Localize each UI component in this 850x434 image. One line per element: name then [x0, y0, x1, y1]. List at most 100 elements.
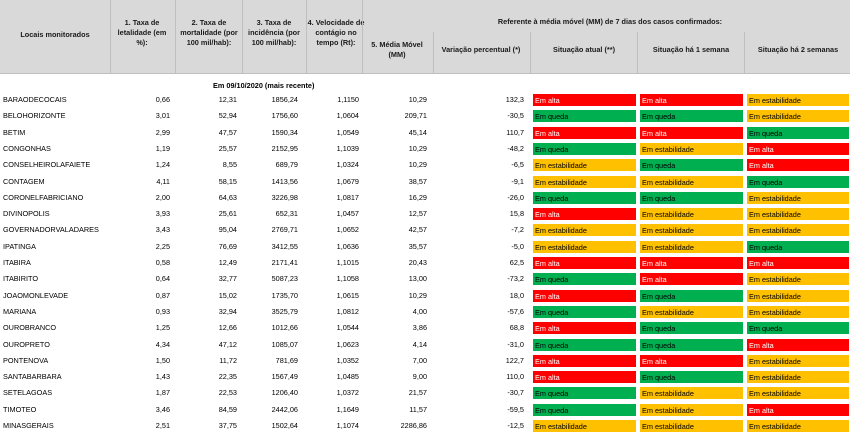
- cell-rt: 1,1058: [336, 274, 359, 284]
- cell-local: OUROPRETO: [3, 339, 50, 349]
- cell-letalidade: 3,46: [155, 404, 170, 414]
- cell-letalidade: 2,00: [155, 192, 170, 202]
- cell-situacao-2-semanas: Em queda: [746, 125, 850, 140]
- cell-incidencia: 5087,23: [271, 274, 298, 284]
- date-subtitle: Em 09/10/2020 (mais recente): [213, 81, 315, 90]
- cell-situacao-1-semana: Em queda: [639, 158, 744, 173]
- table-row: SANTABARBARA 1,43 22,35 1567,49 1,0485 9,00 11…: [0, 369, 850, 385]
- header-media-movel: 5. Média Móvel (MM): [371, 40, 423, 59]
- cell-variacao: -48,2: [507, 143, 524, 153]
- cell-incidencia: 652,31: [275, 209, 298, 219]
- table-row: MINASGERAIS 2,51 37,75 1502,64 1,1074 2286,86…: [0, 418, 850, 434]
- cell-media-movel: 7,00: [412, 355, 427, 365]
- cell-situacao-atual: Em estabilidade: [532, 223, 637, 238]
- cell-media-movel: 38,57: [408, 176, 427, 186]
- cell-media-movel: 13,00: [408, 274, 427, 284]
- table-row: DIVINOPOLIS 3,93 25,61 652,31 1,0457 12,57 15,…: [0, 206, 850, 222]
- cell-incidencia: 689,79: [275, 160, 298, 170]
- cell-letalidade: 2,25: [155, 241, 170, 251]
- cell-local: GOVERNADORVALADARES: [3, 225, 99, 235]
- cell-variacao: 132,3: [505, 95, 524, 104]
- table-row: CONGONHAS 1,19 25,57 2152,95 1,1039 10,29 -48,…: [0, 141, 850, 157]
- cell-situacao-atual: Em alta: [532, 93, 637, 107]
- cell-local: ITABIRITO: [3, 274, 39, 284]
- cell-local: SETELAGOAS: [3, 388, 53, 398]
- cell-incidencia: 1735,70: [271, 290, 298, 300]
- cell-mortalidade: 12,66: [218, 323, 237, 333]
- cell-incidencia: 1413,56: [271, 176, 298, 186]
- cell-situacao-1-semana: Em queda: [639, 190, 744, 205]
- cell-media-movel: 42,57: [408, 225, 427, 235]
- cell-media-movel: 12,57: [408, 209, 427, 219]
- cell-mortalidade: 47,12: [218, 339, 237, 349]
- header-situacao-2-semanas: Situação há 2 semanas: [757, 45, 839, 54]
- cell-letalidade: 1,87: [155, 388, 170, 398]
- cell-media-movel: 4,00: [412, 306, 427, 316]
- cell-situacao-1-semana: Em alta: [639, 272, 744, 287]
- table-row: IPATINGA 2,25 76,69 3412,55 1,0636 35,57 -5,0 E…: [0, 239, 850, 255]
- cell-local: MINASGERAIS: [3, 421, 54, 430]
- cell-variacao: 110,0: [506, 372, 524, 382]
- cell-situacao-1-semana: Em queda: [639, 109, 744, 124]
- cell-situacao-1-semana: Em alta: [639, 353, 744, 368]
- cell-local: IPATINGA: [3, 241, 36, 251]
- cell-incidencia: 2442,06: [271, 404, 298, 414]
- cell-rt: 1,0615: [336, 290, 359, 300]
- cell-situacao-2-semanas: Em estabilidade: [746, 272, 850, 287]
- header-situacao-atual: Situação atual (**): [552, 45, 616, 54]
- cell-rt: 1,0817: [336, 192, 359, 202]
- cell-rt: 1,0372: [336, 388, 359, 398]
- cell-variacao: 68,8: [509, 323, 524, 333]
- cell-situacao-1-semana: Em estabilidade: [639, 207, 744, 222]
- cell-situacao-1-semana: Em estabilidade: [639, 402, 744, 417]
- cell-mortalidade: 25,61: [218, 209, 237, 219]
- table-row: CONSELHEIROLAFAIETE 1,24 8,55 689,79 1,0324 1…: [0, 157, 850, 173]
- cell-rt: 1,0352: [336, 355, 359, 365]
- cell-letalidade: 1,43: [155, 372, 170, 382]
- cell-media-movel: 45,14: [408, 127, 427, 137]
- cell-situacao-atual: Em alta: [532, 256, 637, 270]
- cell-local: TIMOTEO: [3, 404, 37, 414]
- cell-rt: 1,0652: [336, 225, 359, 235]
- cell-letalidade: 0,87: [155, 290, 170, 300]
- cell-variacao: -30,7: [507, 388, 524, 398]
- table-row: SETELAGOAS 1,87 22,53 1206,40 1,0372 21,57 -30…: [0, 385, 850, 401]
- cell-letalidade: 0,64: [155, 274, 170, 284]
- cell-mortalidade: 22,53: [218, 388, 237, 398]
- table-row: ITABIRITO 0,64 32,77 5087,23 1,1058 13,00 -73,…: [0, 271, 850, 287]
- cell-local: DIVINOPOLIS: [3, 209, 50, 219]
- cell-incidencia: 1756,60: [271, 111, 298, 121]
- cell-situacao-1-semana: Em estabilidade: [639, 386, 744, 401]
- cell-variacao: -59,5: [507, 404, 524, 414]
- cell-local: JOAOMONLEVADE: [3, 290, 69, 300]
- table-row: TIMOTEO 3,46 84,59 2442,06 1,1649 11,57 -59,5 E…: [0, 402, 850, 418]
- cell-mortalidade: 84,59: [218, 404, 237, 414]
- cell-situacao-atual: Em alta: [532, 353, 637, 368]
- cell-situacao-atual: Em queda: [532, 109, 637, 124]
- cell-letalidade: 1,25: [155, 323, 170, 333]
- cell-situacao-2-semanas: Em estabilidade: [746, 353, 850, 368]
- cell-situacao-2-semanas: Em alta: [746, 337, 850, 352]
- cell-incidencia: 1206,40: [271, 388, 298, 398]
- table-row: OUROBRANCO 1,25 12,66 1012,66 1,0544 3,86 68,8…: [0, 320, 850, 336]
- cell-media-movel: 35,57: [408, 241, 427, 251]
- cell-media-movel: 16,29: [408, 192, 427, 202]
- cell-mortalidade: 76,69: [218, 241, 237, 251]
- cell-incidencia: 1085,07: [271, 339, 298, 349]
- cell-variacao: 122,7: [505, 355, 524, 365]
- cell-mortalidade: 32,94: [218, 306, 237, 316]
- cell-situacao-atual: Em alta: [532, 321, 637, 336]
- cell-situacao-1-semana: Em estabilidade: [639, 239, 744, 254]
- cell-incidencia: 1012,66: [271, 323, 298, 333]
- cell-media-movel: 11,57: [409, 404, 427, 414]
- cell-situacao-2-semanas: Em estabilidade: [746, 370, 850, 385]
- header-locais: Locais monitorados: [20, 30, 90, 39]
- cell-local: CONTAGEM: [3, 176, 45, 186]
- cell-situacao-1-semana: Em queda: [639, 321, 744, 336]
- cell-rt: 1,1074: [336, 421, 359, 430]
- cell-local: CORONELFABRICIANO: [3, 192, 84, 202]
- cell-mortalidade: 58,15: [218, 176, 237, 186]
- cell-variacao: -5,0: [511, 241, 524, 251]
- cell-situacao-2-semanas: Em alta: [746, 141, 850, 156]
- cell-local: MARIANA: [3, 306, 37, 316]
